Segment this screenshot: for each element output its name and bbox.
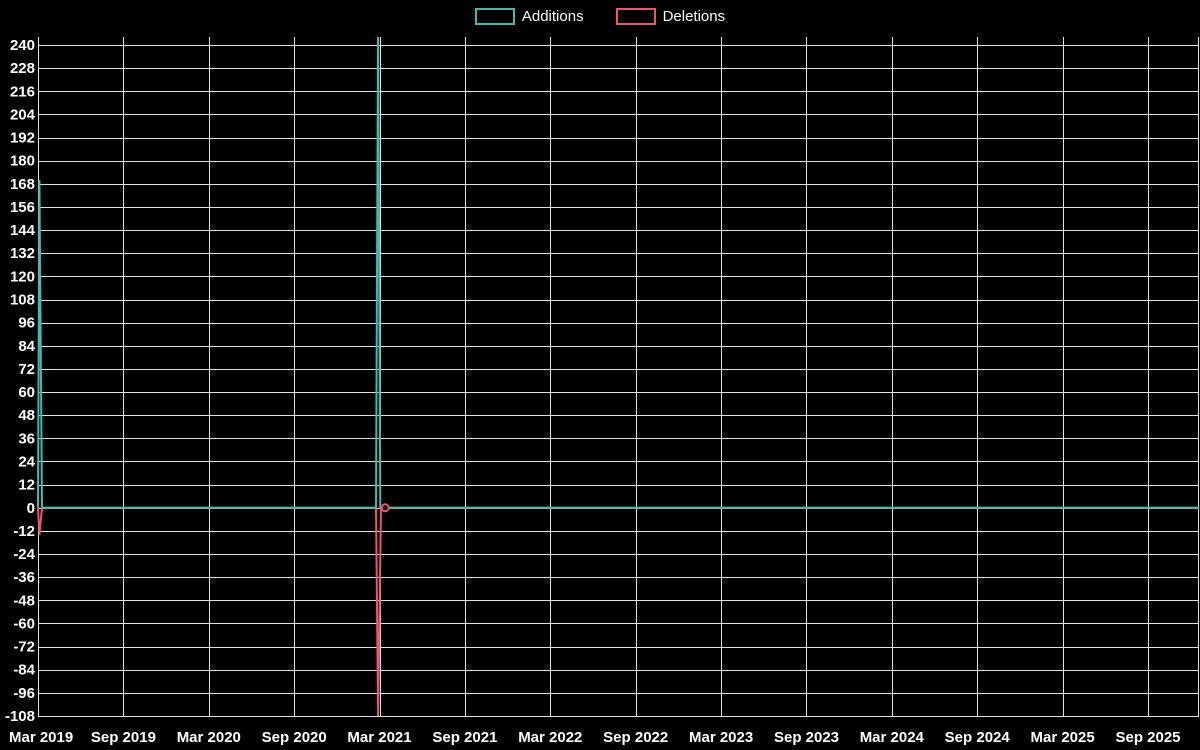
deletions-point-marker <box>380 503 390 513</box>
svg-text:0: 0 <box>27 500 35 517</box>
svg-text:180: 180 <box>10 153 35 170</box>
svg-text:-36: -36 <box>13 569 35 586</box>
x-axis-labels: Mar 2019 Sep 2019 Mar 2020 Sep 2020 Mar 2021… <box>9 729 1181 746</box>
svg-text:96: 96 <box>18 315 35 332</box>
svg-text:12: 12 <box>18 477 35 494</box>
svg-text:-24: -24 <box>13 546 35 563</box>
svg-text:84: 84 <box>18 338 35 355</box>
legend-label-deletions: Deletions <box>662 8 726 25</box>
additions-swatch <box>474 8 515 25</box>
svg-text:192: 192 <box>10 130 35 147</box>
series-lines <box>37 37 1200 717</box>
svg-text:-12: -12 <box>13 523 35 540</box>
svg-text:24: 24 <box>18 454 35 471</box>
svg-text:Sep 2024: Sep 2024 <box>945 729 1011 746</box>
svg-text:Sep 2021: Sep 2021 <box>432 729 497 746</box>
svg-text:Mar 2023: Mar 2023 <box>689 729 753 746</box>
svg-text:228: 228 <box>10 60 35 77</box>
svg-text:Mar 2020: Mar 2020 <box>177 729 241 746</box>
svg-text:-60: -60 <box>13 615 35 632</box>
svg-text:Mar 2024: Mar 2024 <box>860 729 925 746</box>
grid-lines <box>38 37 1199 717</box>
deletions-swatch <box>615 8 656 25</box>
svg-text:240: 240 <box>10 37 35 54</box>
svg-text:-84: -84 <box>13 662 35 679</box>
svg-text:204: 204 <box>10 106 36 123</box>
legend-item-deletions[interactable]: Deletions <box>615 8 726 25</box>
svg-text:Sep 2019: Sep 2019 <box>91 729 156 746</box>
svg-text:-48: -48 <box>13 592 35 609</box>
deletions-line <box>37 506 1200 717</box>
svg-text:72: 72 <box>18 361 35 378</box>
svg-text:-72: -72 <box>13 639 35 656</box>
svg-text:-108: -108 <box>5 708 35 725</box>
svg-text:168: 168 <box>10 176 35 193</box>
svg-text:216: 216 <box>10 83 35 100</box>
svg-text:60: 60 <box>18 384 35 401</box>
svg-text:48: 48 <box>18 407 35 424</box>
svg-text:120: 120 <box>10 268 35 285</box>
svg-text:Mar 2022: Mar 2022 <box>518 729 582 746</box>
svg-text:Sep 2022: Sep 2022 <box>603 729 668 746</box>
legend-item-additions[interactable]: Additions <box>474 8 584 25</box>
svg-text:36: 36 <box>18 430 35 447</box>
svg-text:Sep 2020: Sep 2020 <box>262 729 327 746</box>
chart-legend: Additions Deletions <box>0 8 1200 25</box>
svg-text:-96: -96 <box>13 685 35 702</box>
svg-text:144: 144 <box>10 222 36 239</box>
svg-text:Mar 2019: Mar 2019 <box>9 729 73 746</box>
svg-text:156: 156 <box>10 199 35 216</box>
svg-text:Mar 2021: Mar 2021 <box>347 729 411 746</box>
additions-line <box>37 37 1200 509</box>
svg-text:108: 108 <box>10 292 35 309</box>
svg-text:Sep 2025: Sep 2025 <box>1115 729 1180 746</box>
legend-label-additions: Additions <box>521 8 584 25</box>
svg-text:Mar 2025: Mar 2025 <box>1030 729 1094 746</box>
y-axis-labels: 2402282162041921801681561441321201089684… <box>5 37 36 725</box>
svg-text:Sep 2023: Sep 2023 <box>774 729 839 746</box>
svg-text:132: 132 <box>10 245 35 262</box>
